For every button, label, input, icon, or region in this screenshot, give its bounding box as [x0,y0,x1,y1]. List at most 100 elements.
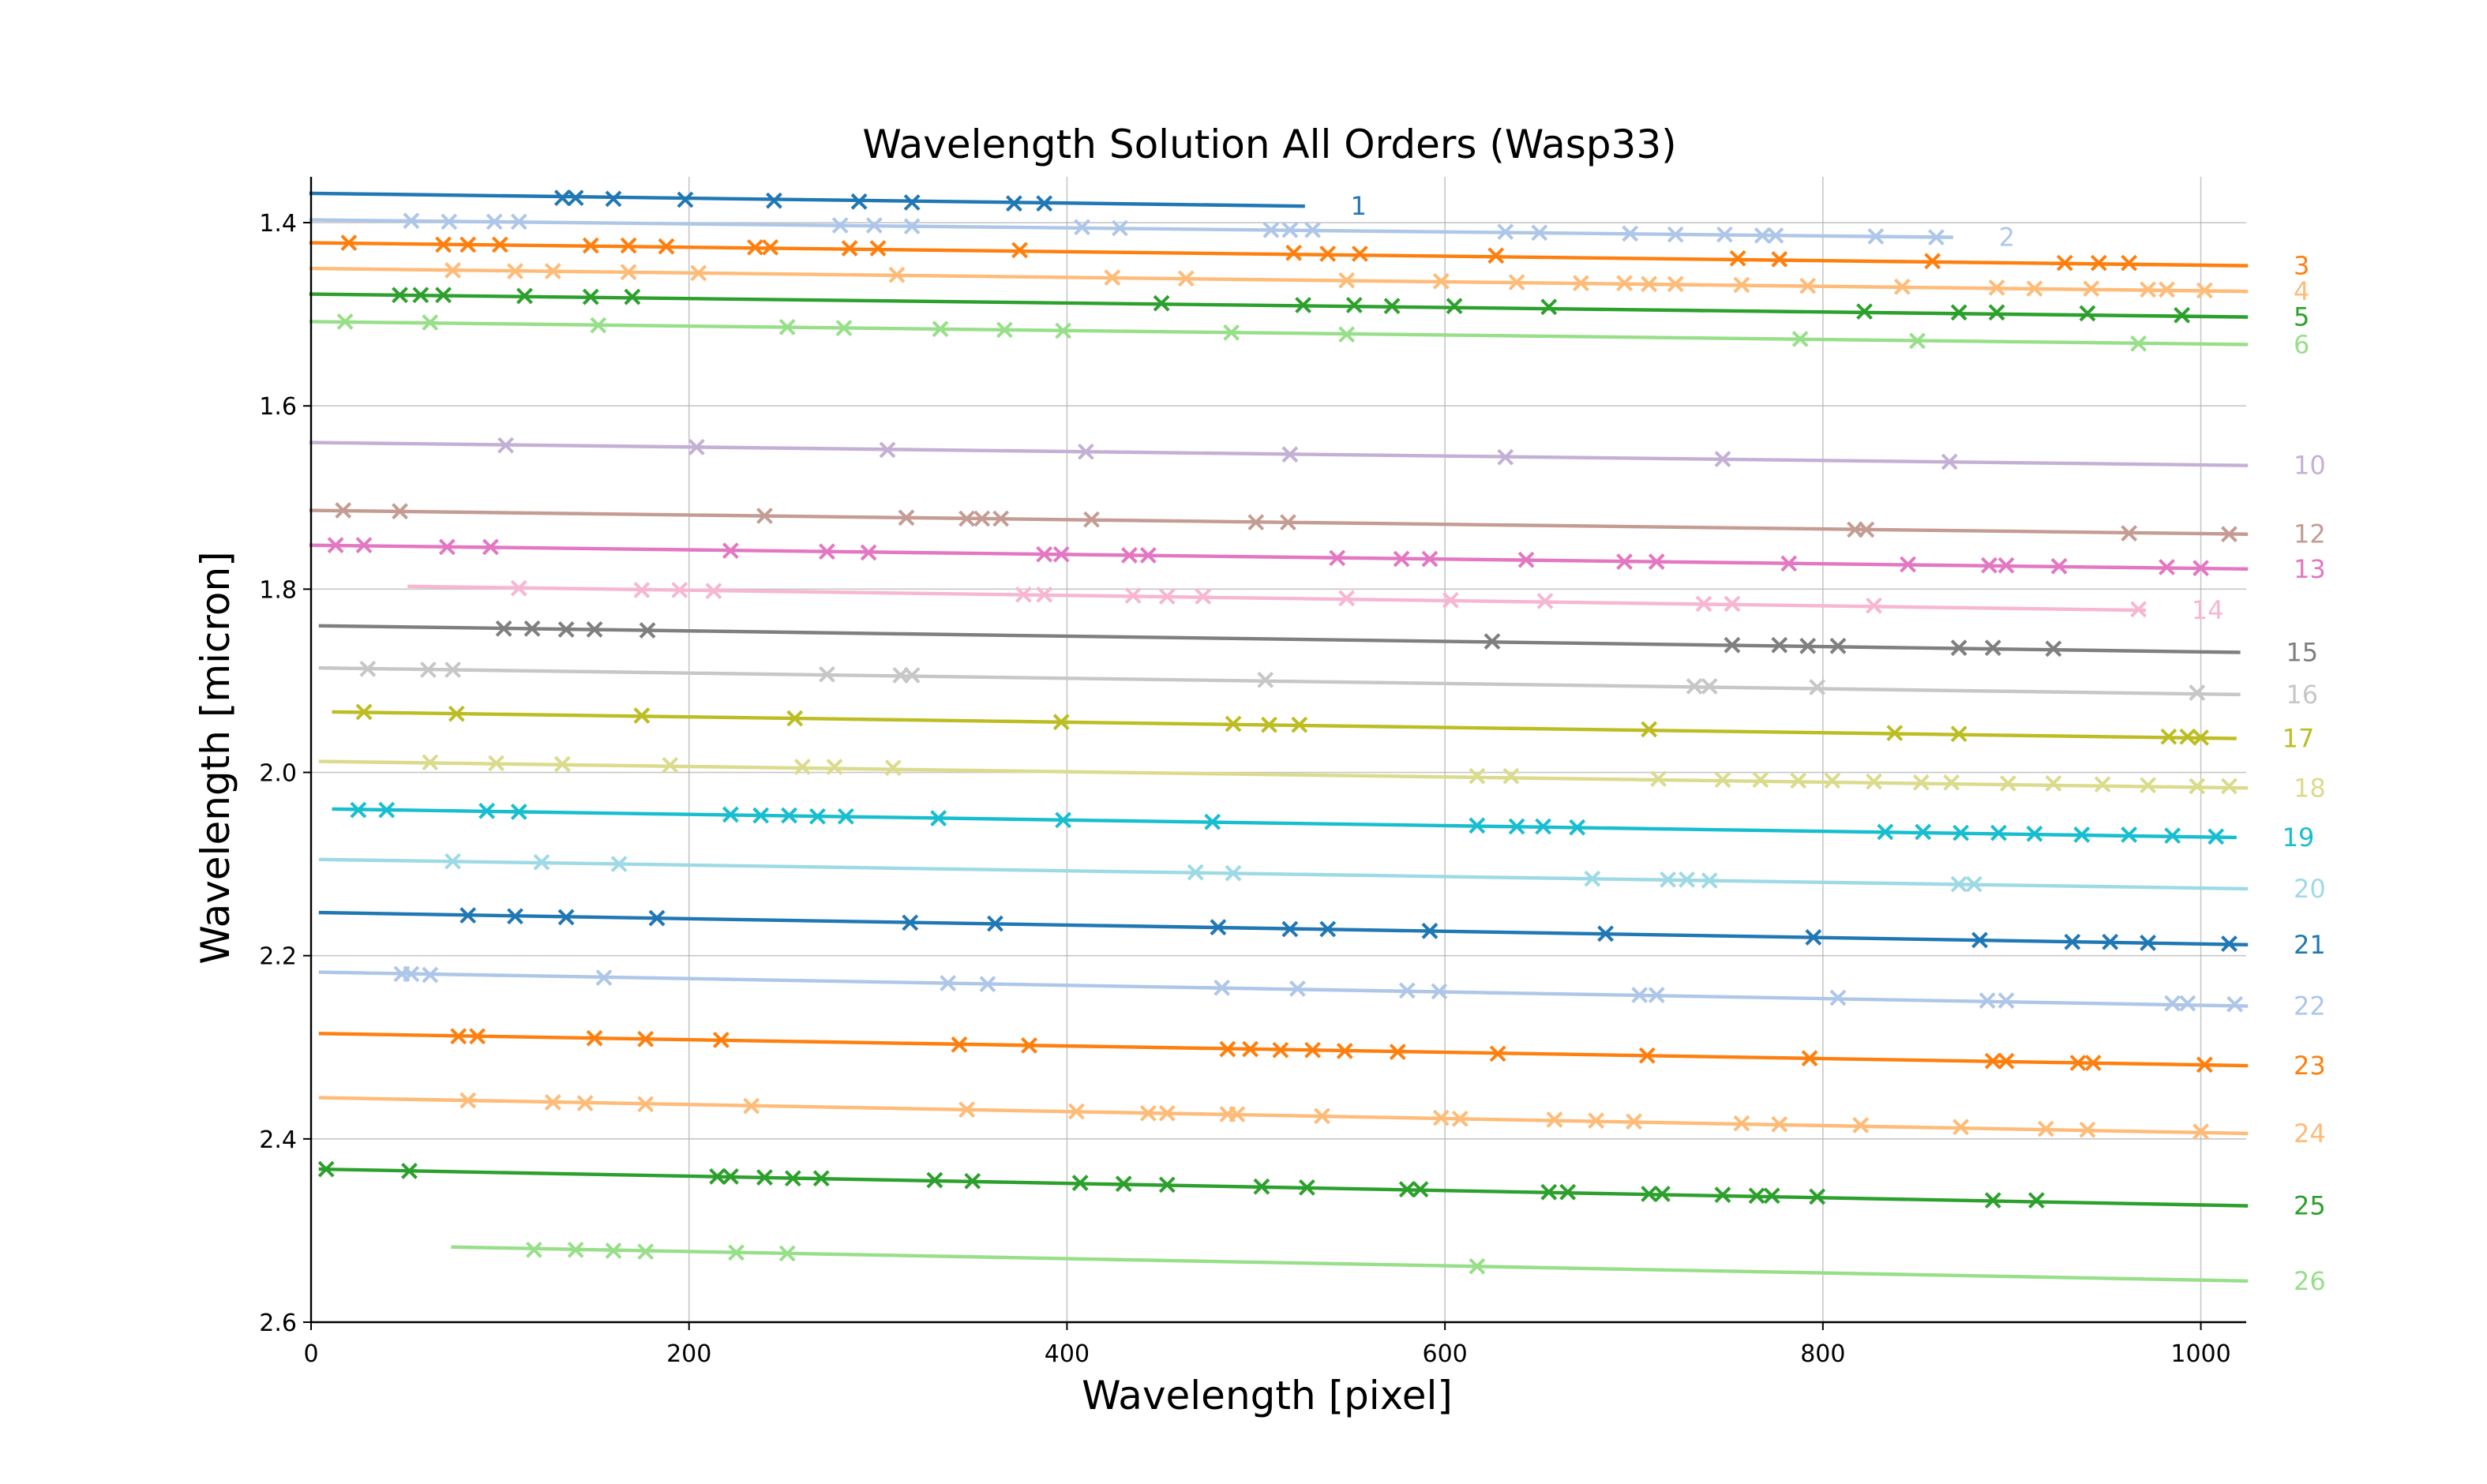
data-point-marker [1877,823,1894,841]
data-point-marker [317,1160,335,1178]
data-point-marker [445,661,461,678]
data-point-marker [837,808,854,825]
data-point-marker [1724,595,1741,613]
data-point-marker [605,190,622,208]
data-point-marker [620,237,637,254]
data-point-marker [2193,1123,2209,1140]
data-point-marker [2069,1055,2087,1071]
data-point-marker [648,909,666,927]
order-label-14: 14 [2192,595,2224,625]
data-point-marker [1304,1041,1321,1059]
data-point-marker [523,620,541,637]
data-point-marker [2193,560,2209,577]
data-point-marker [2026,280,2043,298]
data-point-marker [1338,326,1356,343]
data-point-marker [1569,819,1586,836]
data-point-marker [1204,813,1221,830]
data-point-marker [1067,1103,1085,1120]
data-point-marker [1799,637,1817,654]
grid-layer [310,177,2246,1323]
data-point-marker [1824,772,1841,789]
series-order-13 [309,537,2249,577]
data-point-marker [1074,219,1090,236]
data-point-marker [516,287,533,305]
data-point-marker [355,537,373,554]
data-point-marker [1893,278,1911,295]
data-point-marker [722,806,739,823]
data-point-marker [2050,557,2068,575]
data-point-marker [1866,597,1882,614]
data-point-marker [1187,864,1204,881]
data-point-marker [637,1096,655,1113]
data-point-marker [903,667,921,684]
tick-layer: 0 200 400 600 800 1000 1.4 1.6 1.8 2.0 2.2 2.4 2.6 [259,210,2230,1368]
data-point-marker [1597,925,1614,942]
data-point-marker [1653,1186,1671,1202]
y-tick-label: 2.6 [259,1310,297,1337]
data-point-marker [2121,254,2138,272]
data-point-marker [1517,551,1535,568]
series-order-6 [309,313,2249,352]
data-point-marker [903,218,921,235]
data-point-marker [1641,275,1658,293]
data-point-marker [2179,728,2196,745]
data-point-marker [1011,242,1028,259]
fit-line-order-21 [318,910,2249,946]
data-point-marker [743,1097,760,1115]
data-point-marker [1319,245,1337,262]
data-point-marker [903,194,921,211]
data-point-marker [1679,871,1695,888]
data-point-marker [1036,195,1053,212]
data-point-marker [1210,919,1227,936]
fit-line-order-4 [309,266,2249,294]
chart-title: Wavelength Solution All Orders (Wasp33) [862,122,1676,167]
data-point-marker [1754,227,1771,244]
data-point-marker [1015,586,1032,603]
fit-line-order-22 [318,970,2249,1008]
data-point-marker [1641,721,1658,738]
data-point-marker [448,705,465,722]
data-point-marker [1021,1037,1037,1054]
data-point-marker [812,1170,830,1187]
data-point-marker [902,914,919,931]
data-point-marker [1997,556,2015,574]
data-point-marker [793,759,811,775]
series-order-15 [318,620,2241,658]
order-label-4: 4 [2294,276,2309,306]
data-point-marker [2159,281,2175,298]
data-point-marker [2037,1120,2054,1137]
data-point-marker [1771,251,1788,268]
data-point-marker [419,661,437,678]
data-point-marker [926,1171,943,1189]
data-point-marker [2094,776,2111,793]
data-point-marker [1497,223,1514,241]
series-order-2 [309,212,1953,246]
x-tick-label: 600 [1423,1340,1468,1368]
order-label-25: 25 [2294,1191,2326,1221]
data-point-marker [624,288,641,305]
data-point-marker [586,621,603,638]
data-point-marker [553,189,571,207]
data-point-marker [762,238,779,256]
fit-line-order-1 [309,191,1305,208]
data-point-marker [1724,636,1741,654]
data-point-marker [1915,823,1932,841]
data-point-marker [445,261,461,279]
data-point-marker [2193,729,2209,746]
data-point-marker [1298,1179,1315,1196]
y-axis-label: Wavelength [micron] [193,551,238,964]
data-point-marker [1622,225,1639,242]
data-point-marker [1345,297,1363,313]
data-point-marker [2140,777,2156,794]
fit-line-order-25 [318,1167,2249,1208]
data-point-marker [658,238,675,255]
data-point-marker [1716,226,1733,243]
data-point-marker [671,582,688,598]
series-order-4 [309,261,2249,299]
data-point-marker [2130,601,2147,618]
data-point-marker [1531,224,1548,242]
data-point-marker [1701,872,1718,889]
data-point-marker [898,509,915,527]
data-point-marker [728,1244,745,1261]
data-point-marker [1650,770,1667,788]
